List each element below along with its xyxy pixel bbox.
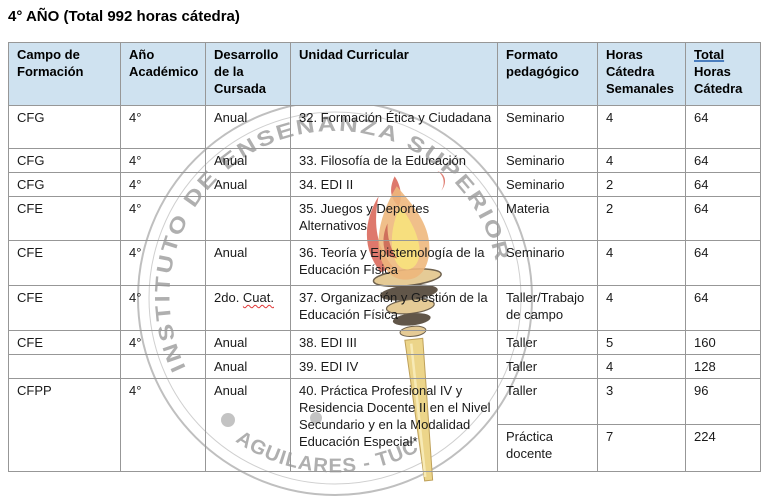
cell-horas: 4 bbox=[597, 354, 686, 379]
cell-unidad: 40. Práctica Profesional IV y Residencia… bbox=[290, 378, 498, 472]
cell-ano: 4° bbox=[120, 196, 206, 241]
cell-campo: CFE bbox=[8, 196, 121, 241]
cell-horas: 4 bbox=[597, 285, 686, 331]
cell-desarrollo: Anual bbox=[205, 378, 291, 472]
cell-campo: CFG bbox=[8, 148, 121, 173]
header-total-horas-catedra: Total Horas Cátedra bbox=[685, 42, 761, 106]
cell-unidad: 37. Organización y Gestión de la Educaci… bbox=[290, 285, 498, 331]
table-row: CFE 4° Anual 38. EDI III Taller 5 160 bbox=[8, 330, 761, 355]
cell-total: 64 bbox=[685, 285, 761, 331]
curriculum-table: Campo de Formación Año Académico Desarro… bbox=[8, 42, 761, 472]
cell-formato: Taller bbox=[497, 330, 598, 355]
cell-desarrollo: Anual bbox=[205, 105, 291, 149]
cell-total: 128 bbox=[685, 354, 761, 379]
cell-desarrollo: Anual bbox=[205, 240, 291, 286]
cell-formato: Taller/Trabajo de campo bbox=[497, 285, 598, 331]
cell-campo: CFG bbox=[8, 105, 121, 149]
cell-ano: 4° bbox=[120, 285, 206, 331]
table-row: Anual 39. EDI IV Taller 4 128 bbox=[8, 354, 761, 379]
cell-campo: CFG bbox=[8, 172, 121, 197]
cell-formato: Práctica docente bbox=[497, 424, 598, 472]
cell-desarrollo: 2do. Cuat. bbox=[205, 285, 291, 331]
cell-ano bbox=[120, 354, 206, 379]
cell-ano: 4° bbox=[120, 378, 206, 472]
document-page: INSTITUTO DE ENSEÑANZA SUPERIOR AGUILARE… bbox=[0, 8, 777, 503]
header-campo-formacion: Campo de Formación bbox=[8, 42, 121, 106]
table-row: CFG 4° Anual 34. EDI II Seminario 2 64 bbox=[8, 172, 761, 197]
table-row: CFE 4° 35. Juegos y Deportes Alternativo… bbox=[8, 196, 761, 241]
table-row: CFG 4° Anual 32. Formación Ética y Ciuda… bbox=[8, 105, 761, 149]
cell-total: 64 bbox=[685, 196, 761, 241]
header-horas-catedra-semanales: Horas Cátedra Semanales bbox=[597, 42, 686, 106]
cell-total: 224 bbox=[685, 424, 761, 472]
cell-total: 64 bbox=[685, 148, 761, 173]
cell-unidad: 33. Filosofía de la Educación bbox=[290, 148, 498, 173]
cell-formato: Materia bbox=[497, 196, 598, 241]
table-row: CFG 4° Anual 33. Filosofía de la Educaci… bbox=[8, 148, 761, 173]
table-row: CFE 4° Anual 36. Teoría y Epistemología … bbox=[8, 240, 761, 286]
cell-desarrollo: Anual bbox=[205, 172, 291, 197]
cell-formato: Taller bbox=[497, 378, 598, 425]
cell-horas: 2 bbox=[597, 172, 686, 197]
cell-formato: Seminario bbox=[497, 172, 598, 197]
cell-unidad: 38. EDI III bbox=[290, 330, 498, 355]
misspelled-word: Cuat. bbox=[242, 290, 274, 305]
document-content: 4° AÑO (Total 992 horas cátedra) Campo d… bbox=[0, 8, 777, 472]
header-total-rest: Horas Cátedra bbox=[694, 64, 743, 96]
cell-total: 64 bbox=[685, 240, 761, 286]
cell-formato: Taller bbox=[497, 354, 598, 379]
cell-ano: 4° bbox=[120, 330, 206, 355]
header-desarrollo-cursada: Desarrollo de la Cursada bbox=[205, 42, 291, 106]
cell-horas: 5 bbox=[597, 330, 686, 355]
cell-ano: 4° bbox=[120, 172, 206, 197]
header-unidad-curricular: Unidad Curricular bbox=[290, 42, 498, 106]
cell-campo: CFE bbox=[8, 240, 121, 286]
cell-formato: Seminario bbox=[497, 148, 598, 173]
cell-total: 64 bbox=[685, 172, 761, 197]
cell-ano: 4° bbox=[120, 105, 206, 149]
page-title: 4° AÑO (Total 992 horas cátedra) bbox=[8, 8, 240, 25]
cell-ano: 4° bbox=[120, 240, 206, 286]
header-ano-academico: Año Académico bbox=[120, 42, 206, 106]
desarrollo-text: 2do. bbox=[214, 290, 243, 305]
cell-desarrollo: Anual bbox=[205, 148, 291, 173]
cell-total: 160 bbox=[685, 330, 761, 355]
cell-desarrollo bbox=[205, 196, 291, 241]
cell-campo bbox=[8, 354, 121, 379]
cell-horas: 7 bbox=[597, 424, 686, 472]
cell-total: 96 bbox=[685, 378, 761, 425]
cell-formato: Seminario bbox=[497, 240, 598, 286]
cell-formato: Seminario bbox=[497, 105, 598, 149]
table-row: CFE 4° 2do. Cuat. 37. Organización y Ges… bbox=[8, 285, 761, 331]
cell-unidad: 35. Juegos y Deportes Alternativos bbox=[290, 196, 498, 241]
cell-unidad: 34. EDI II bbox=[290, 172, 498, 197]
cell-campo: CFE bbox=[8, 285, 121, 331]
cell-campo: CFE bbox=[8, 330, 121, 355]
cell-horas: 2 bbox=[597, 196, 686, 241]
cell-total: 64 bbox=[685, 105, 761, 149]
cell-unidad: 39. EDI IV bbox=[290, 354, 498, 379]
cell-ano: 4° bbox=[120, 148, 206, 173]
table-row: CFPP 4° Anual 40. Práctica Profesional I… bbox=[8, 378, 761, 472]
header-formato-pedagogico: Formato pedagógico bbox=[497, 42, 598, 106]
cell-horas: 4 bbox=[597, 240, 686, 286]
cell-desarrollo: Anual bbox=[205, 354, 291, 379]
cell-desarrollo: Anual bbox=[205, 330, 291, 355]
cell-horas: 4 bbox=[597, 148, 686, 173]
cell-unidad: 32. Formación Ética y Ciudadana bbox=[290, 105, 498, 149]
cell-horas: 4 bbox=[597, 105, 686, 149]
header-row: Campo de Formación Año Académico Desarro… bbox=[8, 42, 761, 106]
header-total-word: Total bbox=[694, 47, 725, 62]
cell-horas: 3 bbox=[597, 378, 686, 425]
cell-campo: CFPP bbox=[8, 378, 121, 472]
cell-unidad: 36. Teoría y Epistemología de la Educaci… bbox=[290, 240, 498, 286]
